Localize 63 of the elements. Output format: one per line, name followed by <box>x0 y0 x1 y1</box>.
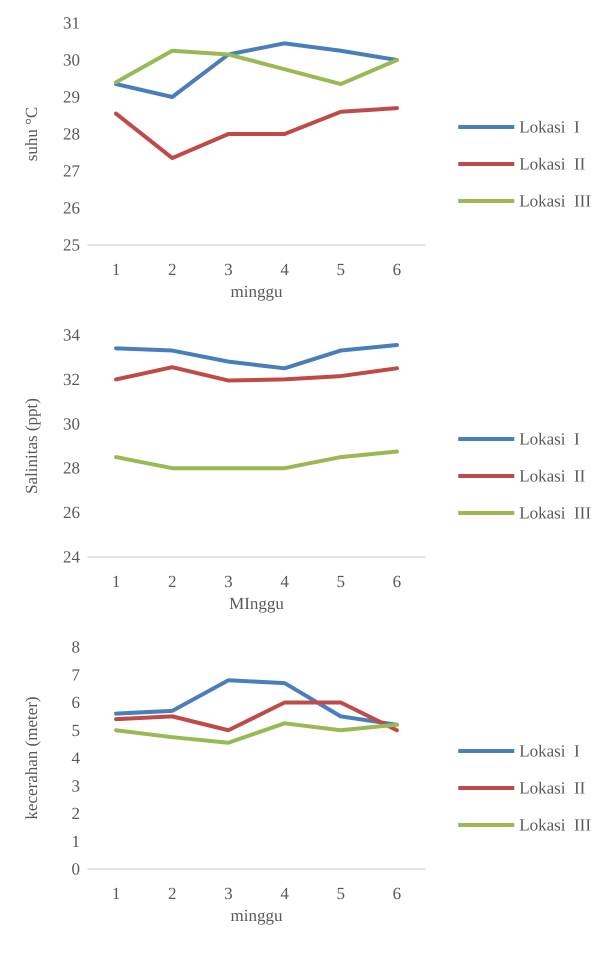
line-series <box>114 106 399 160</box>
line-series <box>114 700 399 732</box>
legend-label: Lokasi I <box>519 118 580 136</box>
legend-label: Lokasi III <box>519 504 592 522</box>
y-tick-label: 30 <box>63 414 80 434</box>
x-axis-title: minggu <box>230 906 283 925</box>
line-series <box>114 48 399 86</box>
legend-label: Lokasi I <box>519 742 580 760</box>
x-tick-label: 1 <box>112 260 120 279</box>
legend-label: Lokasi III <box>519 192 592 210</box>
y-tick-label: 25 <box>63 236 80 254</box>
legend-label: Lokasi III <box>519 816 592 834</box>
x-tick-label: 5 <box>336 884 345 903</box>
x-tick-label: 4 <box>280 260 290 279</box>
x-tick-label: 3 <box>224 884 233 903</box>
y-tick-label: 7 <box>72 665 80 684</box>
x-tick-label: 6 <box>392 884 402 903</box>
x-tick-label: 3 <box>224 260 233 279</box>
x-tick-label: 5 <box>336 572 345 591</box>
y-axis-title: Salinitas (ppt) <box>22 398 41 494</box>
y-tick-label: 0 <box>72 860 80 878</box>
legend-label: Lokasi I <box>519 430 580 448</box>
y-axis-title: kecerahan (meter) <box>22 696 41 820</box>
x-axis-title: MInggu <box>229 594 284 613</box>
x-tick-label: 1 <box>112 884 120 903</box>
y-tick-label: 31 <box>63 14 80 32</box>
line-series <box>114 41 399 99</box>
y-tick-label: 8 <box>72 638 80 656</box>
x-tick-label: 1 <box>112 572 120 591</box>
x-axis-title: minggu <box>230 282 283 301</box>
x-tick-label: 6 <box>392 260 402 279</box>
y-tick-label: 26 <box>63 503 80 522</box>
x-tick-label: 2 <box>168 884 176 903</box>
line-series <box>114 678 399 727</box>
y-tick-label: 32 <box>63 370 80 389</box>
y-tick-label: 34 <box>63 326 80 344</box>
x-tick-label: 6 <box>392 572 402 591</box>
y-tick-label: 27 <box>63 162 80 180</box>
line-series <box>114 342 399 370</box>
y-tick-label: 2 <box>72 804 80 823</box>
y-tick-label: 3 <box>72 776 80 796</box>
x-tick-label: 3 <box>224 572 233 591</box>
legend-label: Lokasi II <box>519 778 586 798</box>
x-tick-label: 4 <box>280 572 290 591</box>
legend-label: Lokasi II <box>519 154 586 174</box>
y-axis-title: suhu °C <box>22 106 41 162</box>
y-tick-label: 30 <box>63 50 80 70</box>
y-tick-label: 26 <box>63 198 80 218</box>
x-tick-label: 2 <box>168 260 176 279</box>
y-tick-label: 5 <box>72 720 80 740</box>
y-tick-label: 28 <box>63 458 80 478</box>
y-tick-label: 1 <box>72 832 80 851</box>
x-tick-label: 2 <box>168 572 176 591</box>
legend-label: Lokasi II <box>519 466 586 486</box>
y-tick-label: 29 <box>63 88 80 106</box>
line-series <box>114 365 399 383</box>
y-tick-label: 6 <box>72 693 80 712</box>
x-tick-label: 5 <box>336 260 345 279</box>
line-series <box>114 721 399 745</box>
y-tick-label: 24 <box>63 548 80 566</box>
y-tick-label: 28 <box>63 124 80 144</box>
x-tick-label: 4 <box>280 884 290 903</box>
y-tick-label: 4 <box>72 748 80 768</box>
